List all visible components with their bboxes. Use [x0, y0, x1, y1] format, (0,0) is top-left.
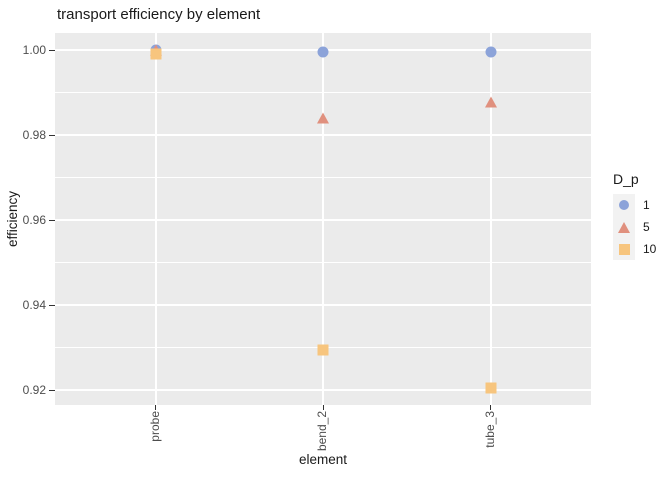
gridline-major — [154, 33, 157, 405]
y-tick-label: 1.00 — [22, 43, 46, 57]
x-tick-label: probe — [147, 411, 162, 442]
legend-label: 10 — [643, 242, 657, 256]
gridline-major — [322, 33, 324, 405]
triangle-icon — [618, 221, 630, 233]
y-tick — [49, 219, 55, 221]
square-icon — [618, 243, 630, 255]
gridline-major — [489, 33, 492, 405]
data-point-triangle — [484, 96, 497, 108]
legend-entry: 1 — [613, 194, 656, 216]
x-tick-label: tube_3 — [482, 411, 497, 448]
legend-title: D_p — [613, 171, 639, 187]
data-point-square — [485, 382, 496, 394]
y-tick — [49, 49, 55, 51]
y-tick-label: 0.98 — [22, 128, 46, 143]
chart-title: transport efficiency by element — [57, 6, 261, 23]
legend-key — [613, 194, 635, 216]
legend-entry: 5 — [613, 216, 656, 238]
data-point-circle — [317, 46, 329, 58]
legend-entries: 1 5 10 — [613, 194, 656, 260]
x-tick — [155, 405, 156, 410]
data-point-triangle — [317, 112, 329, 124]
y-tick-label: 0.94 — [22, 298, 46, 313]
y-tick-label: 0.92 — [22, 383, 46, 398]
legend: D_p 1 5 10 — [613, 171, 656, 260]
legend-entry: 10 — [613, 238, 656, 260]
legend-label: 1 — [643, 198, 650, 212]
y-tick — [49, 389, 55, 391]
legend-key — [613, 238, 635, 260]
y-tick-label: 0.96 — [22, 213, 46, 228]
legend-key — [613, 216, 635, 238]
data-point-square — [150, 48, 161, 60]
x-axis-title: element — [298, 452, 348, 467]
x-tick — [490, 405, 491, 410]
plot-panel — [55, 33, 591, 405]
y-tick — [49, 134, 55, 136]
y-tick — [49, 304, 55, 306]
data-point-circle — [485, 46, 496, 58]
x-tick-label: bend_2 — [315, 411, 329, 452]
circle-icon — [619, 200, 629, 210]
legend-label: 5 — [643, 220, 650, 234]
data-point-square — [317, 344, 329, 356]
x-tick — [322, 405, 324, 410]
y-axis-title: efficiency — [5, 190, 20, 248]
